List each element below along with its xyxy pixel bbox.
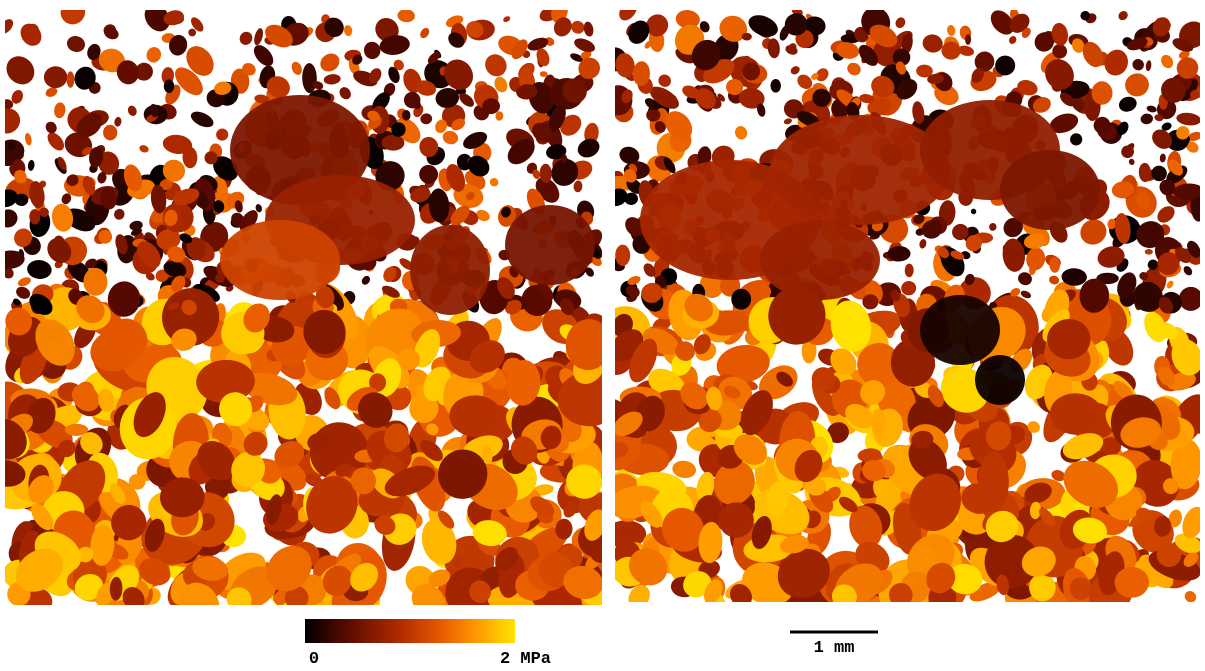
grain [1159,153,1166,162]
grain [16,20,45,50]
grain [410,225,490,315]
grain [1068,131,1085,148]
grain [495,111,504,121]
grain [50,202,76,233]
grain [44,129,67,153]
grain [1145,60,1152,72]
grain [1165,279,1175,289]
grain [114,116,123,127]
grain [290,60,304,76]
grain [0,206,20,230]
grain [770,115,950,225]
colorbar-min-label: 0 [309,650,319,666]
grain [505,205,595,285]
grain [112,207,126,221]
stress-map-right [586,0,1205,633]
grain [784,43,799,56]
grain [771,79,781,93]
grain [418,26,431,40]
grain [103,125,118,141]
grain [1140,113,1154,125]
grain [921,32,945,54]
grain [65,34,87,54]
grain [220,220,340,300]
grain [0,103,25,138]
grain [126,104,138,117]
grain [489,177,499,187]
grain [975,355,1025,405]
grain [253,27,265,46]
grain [0,17,16,37]
grain [1101,46,1132,79]
grain [67,71,75,87]
grain [615,245,630,266]
grain [138,144,149,154]
grain [481,50,511,81]
grain [250,42,277,70]
grain [616,0,641,24]
grain [397,8,415,22]
grain [0,99,13,110]
page: {"colorbar": {"min_label": "0", "max_lab… [0,0,1205,666]
grain [1182,264,1194,277]
grain [43,120,58,136]
grain [575,135,603,160]
grain [1145,249,1153,255]
grain [189,108,216,130]
grain [56,0,89,29]
grain [905,264,914,278]
grain [214,126,231,143]
grain [24,132,33,146]
grain [845,60,863,77]
grain [323,73,341,85]
grain [1159,53,1176,71]
grain [237,29,254,47]
grain [742,33,752,41]
grain [26,259,52,280]
colorbar-max-label: 2 MPa [500,650,551,666]
grain [760,220,880,300]
grain [27,159,35,171]
grain [337,85,353,102]
grain [919,238,928,249]
grain [1008,35,1018,46]
grain [783,117,793,125]
grain [502,15,511,23]
scale-bar-label: 1 mm [814,639,855,658]
grain [1130,57,1146,73]
grain [1182,589,1198,605]
figure: 0 2 MPa 1 mm [0,0,1205,666]
stress-map-left [0,0,627,644]
grain [789,64,801,76]
grain [920,295,1000,365]
grain [317,50,343,75]
grain [1048,275,1060,286]
grain [44,66,67,88]
grain [970,208,977,215]
grain [415,161,441,187]
grain [573,180,583,193]
grain [583,21,595,38]
grain [144,45,163,65]
grain [1117,94,1139,113]
grain [343,25,353,37]
grain [1000,150,1100,230]
grain [989,222,998,231]
grain [733,125,748,142]
grain [1117,9,1130,22]
grain [53,102,66,119]
grain [360,274,372,286]
grain [894,16,908,30]
colorbar [305,619,515,643]
grain [1176,111,1202,126]
grain [1128,158,1135,166]
grain [17,276,33,289]
grain [164,79,174,93]
grain [1,51,40,91]
grain [363,40,382,60]
grain [1146,105,1158,114]
grain [302,63,317,93]
grain [946,24,956,36]
grain [1123,71,1151,98]
